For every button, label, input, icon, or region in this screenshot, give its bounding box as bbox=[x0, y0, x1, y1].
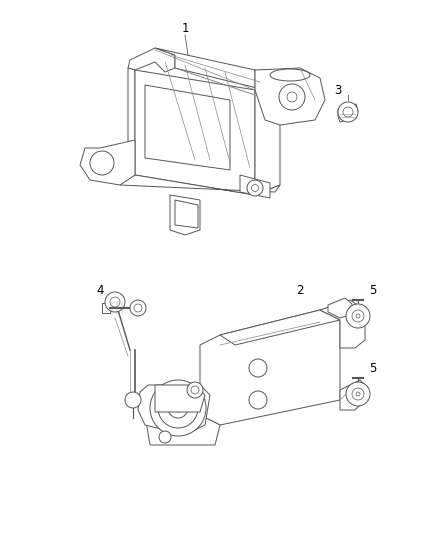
Circle shape bbox=[352, 310, 364, 322]
Circle shape bbox=[134, 304, 142, 312]
Polygon shape bbox=[145, 415, 220, 445]
Text: 3: 3 bbox=[334, 84, 342, 96]
Circle shape bbox=[287, 92, 297, 102]
Polygon shape bbox=[200, 310, 340, 425]
Polygon shape bbox=[170, 195, 200, 235]
Circle shape bbox=[110, 297, 120, 307]
Circle shape bbox=[247, 180, 263, 196]
Polygon shape bbox=[240, 175, 270, 198]
Circle shape bbox=[187, 382, 203, 398]
Circle shape bbox=[130, 300, 146, 316]
Polygon shape bbox=[175, 200, 198, 228]
Polygon shape bbox=[80, 140, 135, 185]
Polygon shape bbox=[135, 70, 255, 195]
Polygon shape bbox=[255, 70, 280, 195]
Circle shape bbox=[125, 392, 141, 408]
Polygon shape bbox=[220, 310, 340, 345]
Circle shape bbox=[338, 102, 358, 122]
Circle shape bbox=[356, 314, 360, 318]
Circle shape bbox=[249, 359, 267, 377]
Circle shape bbox=[346, 304, 370, 328]
Text: 2: 2 bbox=[296, 284, 304, 296]
Circle shape bbox=[191, 386, 199, 394]
Circle shape bbox=[279, 84, 305, 110]
Polygon shape bbox=[102, 303, 110, 313]
Circle shape bbox=[343, 107, 353, 117]
Polygon shape bbox=[155, 385, 205, 412]
Polygon shape bbox=[145, 85, 230, 170]
Polygon shape bbox=[338, 104, 358, 122]
Polygon shape bbox=[128, 48, 175, 72]
Text: 1: 1 bbox=[181, 21, 189, 35]
Circle shape bbox=[159, 431, 171, 443]
Circle shape bbox=[251, 184, 258, 191]
Text: 5: 5 bbox=[369, 284, 377, 296]
Polygon shape bbox=[340, 380, 365, 410]
Circle shape bbox=[158, 388, 198, 428]
Polygon shape bbox=[328, 298, 352, 318]
Ellipse shape bbox=[270, 69, 310, 81]
Circle shape bbox=[346, 382, 370, 406]
Text: 5: 5 bbox=[369, 361, 377, 375]
Text: 4: 4 bbox=[96, 284, 104, 296]
Polygon shape bbox=[138, 385, 210, 435]
Circle shape bbox=[168, 398, 188, 418]
Circle shape bbox=[249, 391, 267, 409]
Circle shape bbox=[356, 392, 360, 396]
Circle shape bbox=[90, 151, 114, 175]
Polygon shape bbox=[128, 68, 135, 178]
Circle shape bbox=[352, 388, 364, 400]
Circle shape bbox=[150, 380, 206, 436]
Circle shape bbox=[105, 292, 125, 312]
Circle shape bbox=[174, 404, 182, 412]
Polygon shape bbox=[155, 48, 265, 90]
Polygon shape bbox=[180, 210, 193, 222]
Polygon shape bbox=[120, 175, 280, 195]
Polygon shape bbox=[320, 300, 365, 348]
Polygon shape bbox=[255, 68, 325, 125]
